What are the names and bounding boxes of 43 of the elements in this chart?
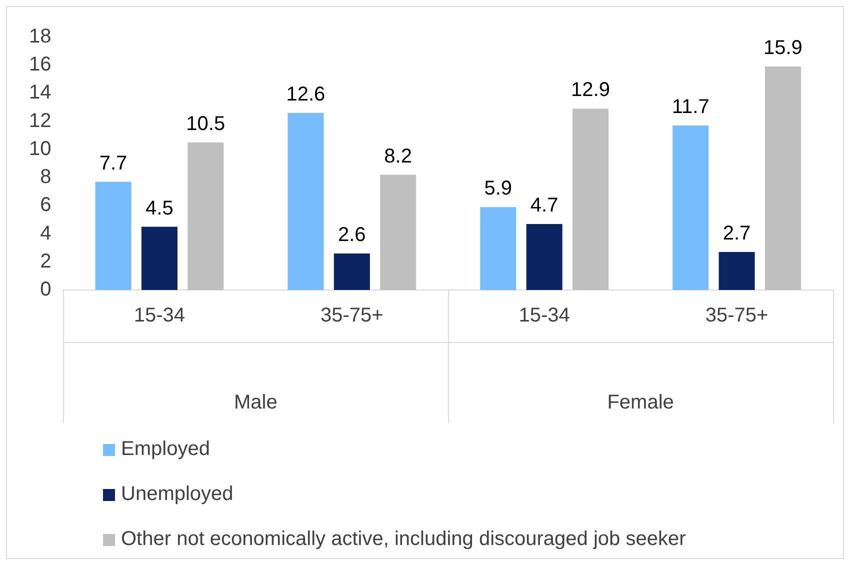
bar [480,207,516,290]
bar [718,252,755,290]
bar [526,224,562,290]
bar [95,182,132,290]
legend-label: Employed [121,438,210,461]
bar [672,126,709,290]
y-tick-label: 4 [40,222,52,244]
data-label: 7.7 [99,152,128,174]
y-tick-label: 8 [40,166,52,188]
data-label: 15.9 [763,37,802,60]
bar [334,253,370,290]
y-tick-label: 2 [40,250,52,272]
bar [764,66,801,290]
data-label: 12.9 [571,79,610,102]
legend-label: Other not economically active, including discouraged job seeker [121,528,686,551]
text: Female [607,392,674,414]
bar [188,142,224,290]
y-tick-label: 12 [28,110,52,132]
y-tick-label: 0 [40,278,52,301]
bar [380,174,416,290]
x-tick-label: 15-34 [518,304,570,327]
legend-label: Unemployed [121,483,234,506]
y-tick-label: 6 [40,194,52,216]
data-label: 2.6 [338,224,366,246]
data-label: 11.7 [672,96,710,118]
data-label: 4.5 [146,197,174,220]
y-tick-label: 18 [28,26,52,48]
y-tick-label: 16 [28,54,52,76]
text: Male [234,392,278,414]
data-label: 8.2 [384,145,412,168]
bar [572,108,609,290]
data-label: 12.6 [286,83,326,106]
data-label: 2.7 [722,222,751,245]
y-tick-label: 10 [28,138,52,160]
data-label: 4.7 [530,194,558,216]
bar [288,112,324,290]
y-tick-label: 14 [28,82,52,104]
bar [141,226,178,290]
x-tick-label: 35-75+ [320,304,384,327]
x-tick-label: 15-34 [134,304,186,327]
data-label: 10.5 [186,112,226,135]
x-tick-label: 35-75+ [705,304,768,327]
data-label: 5.9 [484,178,512,200]
